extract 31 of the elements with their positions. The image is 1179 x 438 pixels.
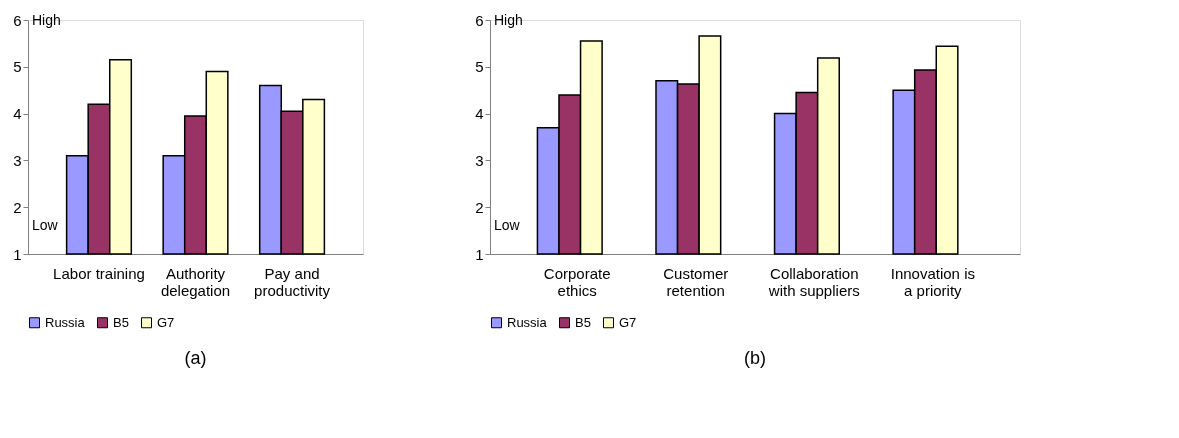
y-tick-label: 6 bbox=[13, 11, 22, 29]
annotation: High bbox=[32, 12, 61, 28]
annotation: Low bbox=[494, 216, 521, 233]
y-tick-label: 3 bbox=[13, 151, 22, 169]
x-tick-label: Authority delegation bbox=[160, 264, 231, 299]
legend-label: G7 bbox=[619, 314, 637, 330]
y-tick-label: 5 bbox=[13, 58, 22, 76]
y-tick-label: 2 bbox=[13, 198, 22, 216]
annotation: High bbox=[494, 12, 523, 28]
x-tick-label: Corporate ethics bbox=[543, 264, 611, 299]
legend-label: Russia bbox=[45, 314, 86, 330]
y-tick-label: 4 bbox=[13, 105, 22, 123]
x-tick-label: Innovation is a priority bbox=[890, 264, 975, 299]
y-tick-label: 3 bbox=[475, 151, 484, 169]
y-tick-label: 1 bbox=[475, 245, 484, 263]
legend-label: B5 bbox=[575, 314, 591, 330]
legend-label: Russia bbox=[507, 314, 548, 330]
y-tick-label: 2 bbox=[475, 198, 484, 216]
x-tick-label: Collaboration with suppliers bbox=[767, 264, 860, 299]
legend-label: G7 bbox=[157, 314, 175, 330]
y-tick-label: 1 bbox=[13, 245, 22, 263]
y-tick-label: 6 bbox=[475, 11, 484, 29]
x-tick-label: Pay and productivity bbox=[254, 264, 331, 299]
legend-label: B5 bbox=[113, 314, 129, 330]
x-tick-label: Labor training bbox=[53, 264, 145, 282]
annotation: Low bbox=[32, 216, 59, 233]
text: (b) bbox=[744, 348, 766, 368]
text: (a) bbox=[184, 348, 207, 368]
y-tick-label: 4 bbox=[475, 105, 484, 123]
y-tick-label: 5 bbox=[475, 58, 484, 76]
x-tick-label: Customer retention bbox=[663, 264, 729, 299]
